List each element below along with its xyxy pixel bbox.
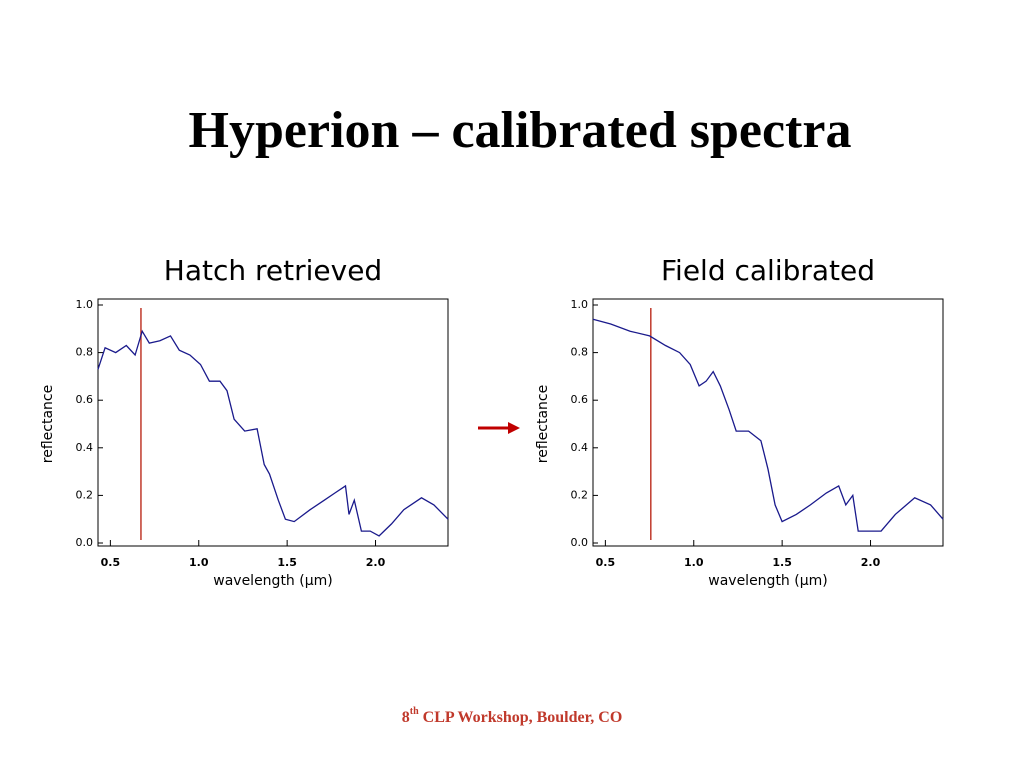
chart-title: Field calibrated [661,254,875,287]
x-tick-label: 0.5 [596,556,616,569]
y-tick-label: 1.0 [571,298,589,311]
x-tick-label: 2.0 [861,556,881,569]
arrow [478,422,520,434]
x-tick-label: 2.0 [366,556,386,569]
footer: 8th CLP Workshop, Boulder, CO [402,706,623,725]
plot-frame [97,298,449,547]
footer-sup: th [410,706,419,717]
y-axis-label: reflectance [535,385,551,463]
x-tick-label: 1.0 [189,556,209,569]
y-tick-label: 0.8 [571,346,589,359]
y-tick-label: 0.6 [76,393,94,406]
footer-text: CLP Workshop, Boulder, CO [419,709,623,726]
x-tick-label: 1.5 [772,556,792,569]
y-tick-label: 0.8 [76,346,94,359]
y-tick-label: 0.6 [571,393,589,406]
slide-title: Hyperion – calibrated spectra [189,102,852,159]
x-axis-label: wavelength (μm) [708,573,827,589]
y-tick-label: 0.4 [571,441,589,454]
x-tick-label: 1.0 [684,556,704,569]
y-tick-label: 0.4 [76,441,94,454]
y-axis-label: reflectance [40,385,56,463]
y-tick-label: 1.0 [76,298,94,311]
chart-title: Hatch retrieved [164,254,382,287]
y-tick-label: 0.0 [76,536,94,549]
spectrum-line [592,318,944,532]
y-tick-label: 0.2 [76,488,94,501]
footer-number: 8 [402,709,410,726]
x-tick-label: 0.5 [101,556,121,569]
spectrum-line [97,329,449,537]
y-tick-label: 0.0 [571,536,589,549]
plot-frame [592,298,944,547]
x-tick-label: 1.5 [277,556,297,569]
x-axis-label: wavelength (μm) [213,573,332,589]
y-tick-label: 0.2 [571,488,589,501]
